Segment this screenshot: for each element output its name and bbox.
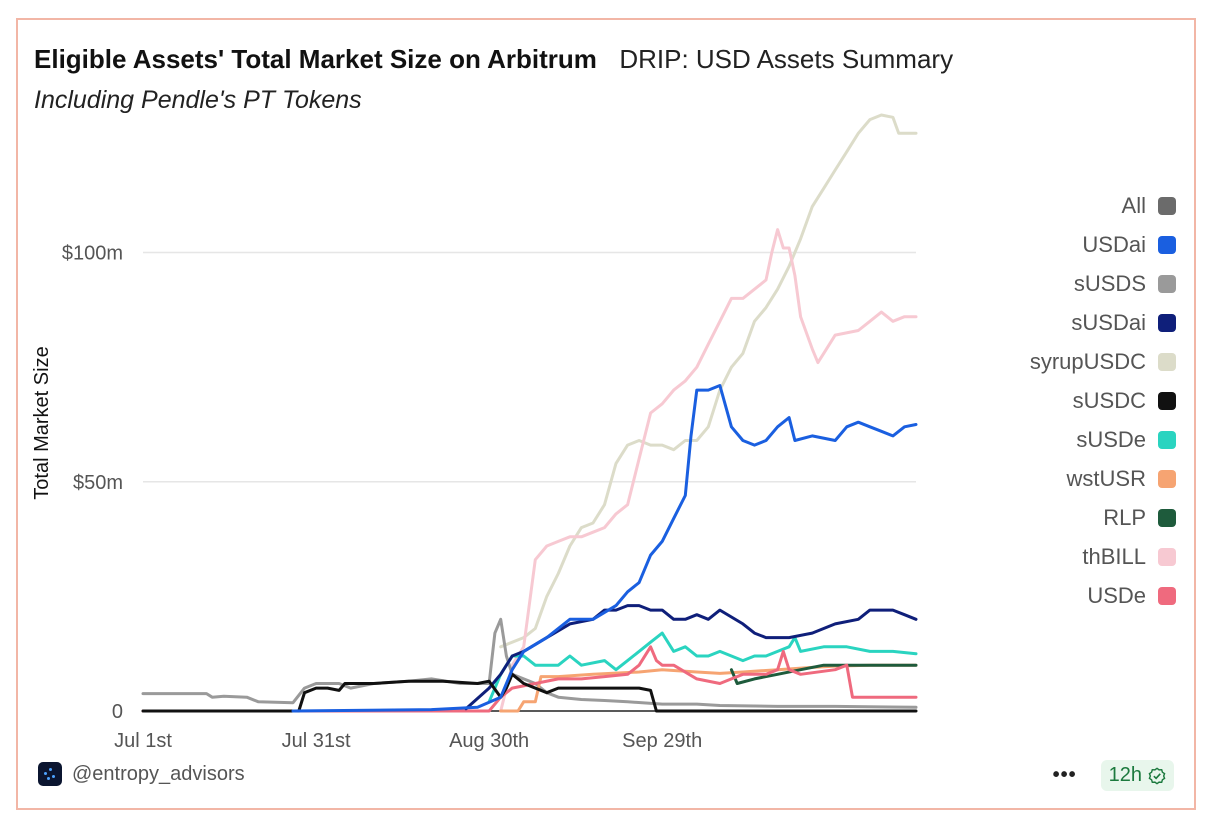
y-axis-label: Total Market Size	[31, 346, 53, 499]
legend-label: syrupUSDC	[1029, 348, 1146, 374]
chart-title: Eligible Assets' Total Market Size on Ar…	[34, 44, 597, 74]
legend-item-susdai[interactable]: sUSDai	[1030, 303, 1176, 342]
x-tick-label: Sep 29th	[622, 730, 702, 752]
legend-swatch	[1158, 430, 1176, 449]
legend-label: sUSDe	[1076, 426, 1146, 452]
footer-actions: ••• 12h	[1053, 760, 1174, 791]
entropy-logo-icon	[38, 762, 62, 786]
refresh-badge[interactable]: 12h	[1100, 760, 1174, 791]
legend-label: sUSDS	[1073, 270, 1146, 296]
legend: All USDai sUSDS sUSDai syrupUSDC sUSDC sUSDe ws…	[1030, 186, 1176, 615]
y-tick-label: $100m	[62, 243, 123, 265]
legend-label: sUSDai	[1071, 309, 1146, 335]
x-tick-label: Jul 1st	[114, 730, 172, 752]
legend-item-usde[interactable]: USDe	[1030, 576, 1176, 615]
legend-swatch	[1158, 235, 1176, 254]
legend-label: sUSDC	[1072, 387, 1146, 413]
y-tick-label: 0	[112, 701, 123, 723]
series-line-susdai	[464, 604, 918, 711]
chart-subtitle: Including Pendle's PT Tokens	[34, 86, 362, 114]
legend-item-rlp[interactable]: RLP	[1030, 498, 1176, 537]
dashboard-name[interactable]: DRIP: USD Assets Summary	[619, 44, 954, 74]
x-tick-labels: Jul 1st Jul 31st Aug 30th Sep 29th	[114, 730, 702, 752]
legend-swatch	[1158, 469, 1176, 488]
legend-label: RLP	[1103, 504, 1146, 530]
legend-item-wstusr[interactable]: wstUSR	[1030, 459, 1176, 498]
legend-swatch	[1158, 352, 1176, 371]
legend-label: All	[1121, 192, 1146, 218]
series-line-susdc	[141, 672, 918, 713]
legend-label: thBILL	[1082, 543, 1146, 569]
legend-item-syrupusdc[interactable]: syrupUSDC	[1030, 342, 1176, 381]
footer-attribution: @entropy_advisors	[38, 762, 245, 786]
legend-swatch	[1158, 586, 1176, 605]
x-tick-label: Jul 31st	[282, 730, 351, 752]
series-line-thbill	[499, 228, 918, 713]
legend-swatch	[1158, 274, 1176, 293]
author-handle[interactable]: @entropy_advisors	[72, 762, 245, 785]
legend-item-susds[interactable]: sUSDS	[1030, 264, 1176, 303]
refresh-interval: 12h	[1108, 764, 1142, 786]
grid-lines	[143, 251, 916, 712]
verified-check-icon	[1148, 766, 1166, 785]
series-line-usdai	[291, 384, 918, 713]
legend-item-all[interactable]: All	[1030, 186, 1176, 225]
legend-swatch	[1158, 196, 1176, 215]
legend-label: wstUSR	[1066, 465, 1146, 491]
chart-card: Eligible Assets' Total Market Size on Ar…	[16, 18, 1196, 810]
series-line-susds	[141, 617, 918, 709]
series-line-susde	[487, 631, 918, 704]
series-lines	[141, 113, 918, 713]
x-tick-label: Aug 30th	[449, 730, 529, 752]
y-tick-labels: 0 $50m $100m	[62, 243, 123, 723]
more-options-button[interactable]: •••	[1052, 764, 1077, 786]
legend-swatch	[1158, 508, 1176, 527]
legend-label: USDai	[1082, 231, 1146, 257]
line-chart: 0 $50m $100m Jul 1st Jul 31st Aug 30th Sep 29…	[31, 113, 918, 752]
legend-item-thbill[interactable]: thBILL	[1030, 537, 1176, 576]
series-line-syrupusdc	[499, 113, 918, 649]
y-tick-label: $50m	[73, 472, 123, 494]
series-line-rlp	[729, 663, 918, 685]
legend-item-susdc[interactable]: sUSDC	[1030, 381, 1176, 420]
legend-label: USDe	[1087, 582, 1146, 608]
legend-item-usdai[interactable]: USDai	[1030, 225, 1176, 264]
legend-item-susde[interactable]: sUSDe	[1030, 420, 1176, 459]
legend-swatch	[1158, 547, 1176, 566]
legend-swatch	[1158, 391, 1176, 410]
title-row: Eligible Assets' Total Market Size on Ar…	[34, 44, 953, 75]
legend-swatch	[1158, 313, 1176, 332]
